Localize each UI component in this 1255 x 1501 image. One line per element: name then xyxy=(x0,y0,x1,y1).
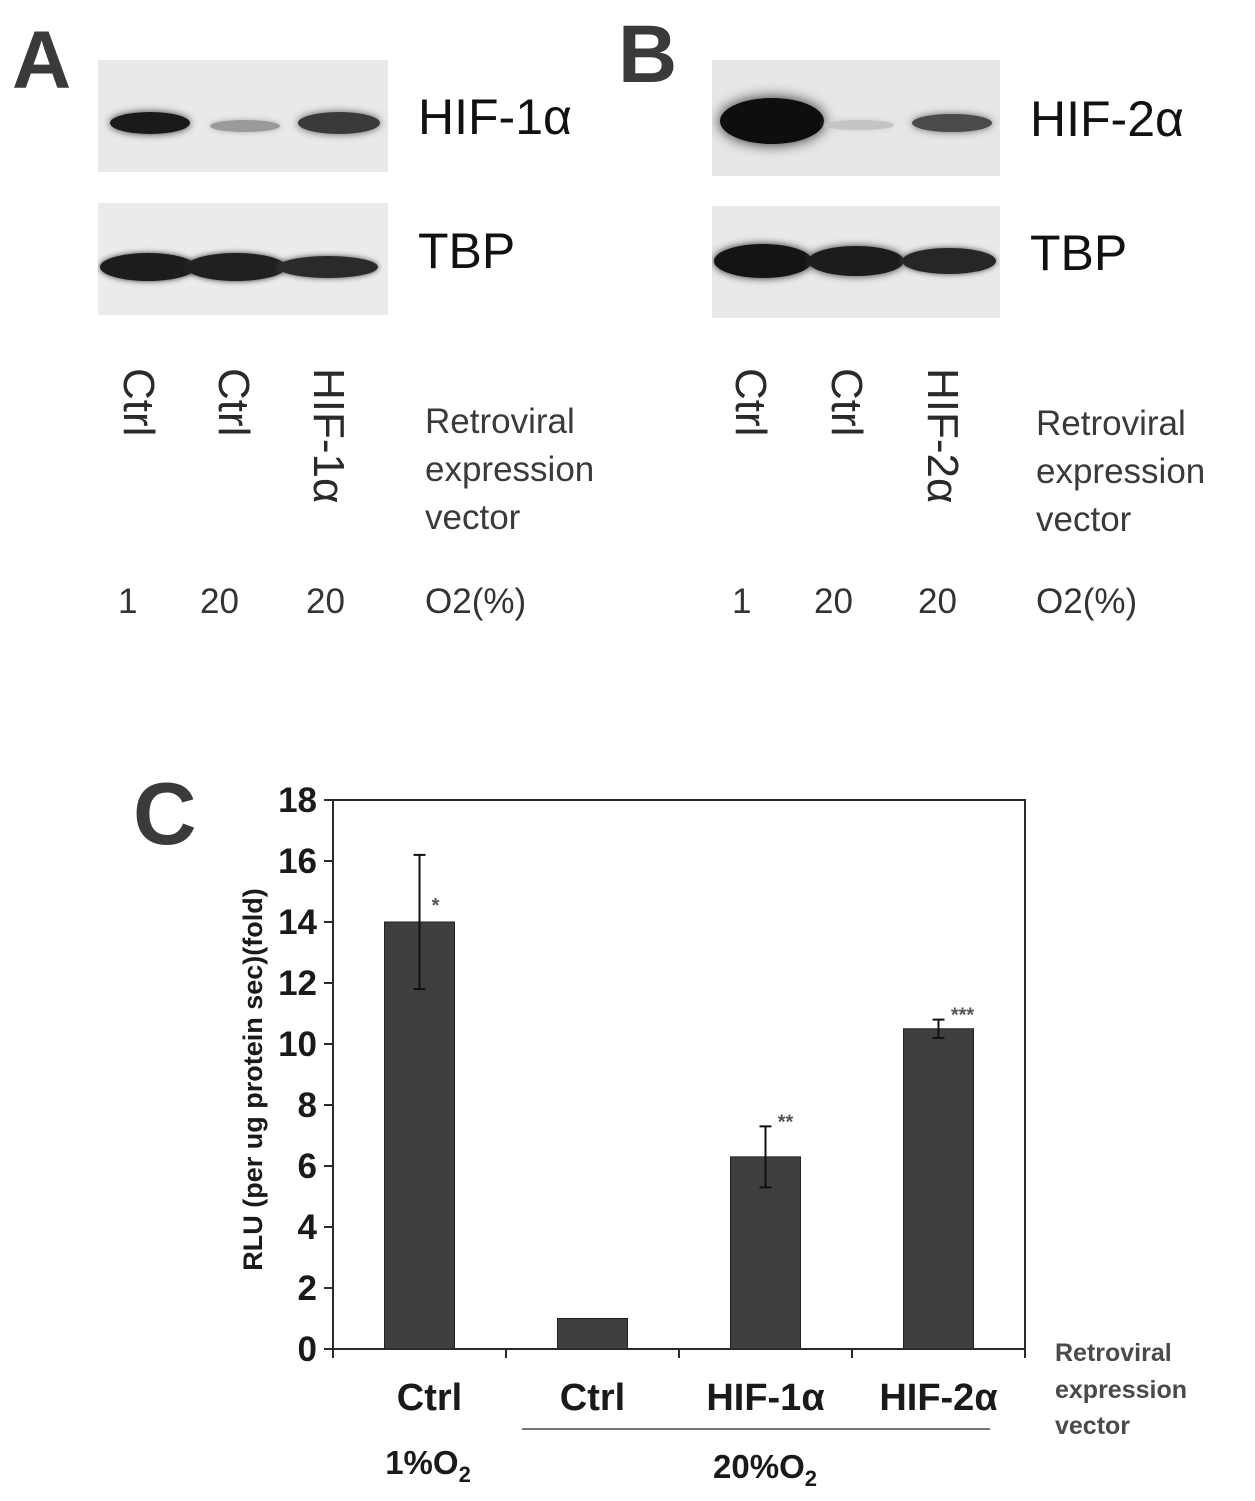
bar-1 xyxy=(557,1318,628,1350)
y-tick-label-3: 6 xyxy=(298,1147,317,1186)
vector-label-line-2: expression xyxy=(1055,1376,1187,1404)
band-a-tbp3 xyxy=(278,256,378,278)
category-label-0: Ctrl xyxy=(397,1377,462,1419)
group-label-1: 1%O2 xyxy=(385,1444,471,1487)
y-tick-label-1: 2 xyxy=(298,1269,317,1308)
band-a3 xyxy=(298,112,380,134)
band-b-tbp3 xyxy=(902,248,996,274)
panel-a-letter: A xyxy=(12,15,72,106)
y-axis-label: RLU (per ug protein sec)(fold) xyxy=(238,888,268,1270)
panel-b-bottom-label: TBP xyxy=(1030,225,1128,281)
panel-b-legend: Retroviral expression vector xyxy=(1036,400,1205,544)
panel-b-o2-3: 20 xyxy=(918,582,957,621)
panel-a-top-label: HIF-1α xyxy=(418,89,572,145)
group-label-2-base: 20%O xyxy=(713,1448,805,1485)
band-b3 xyxy=(912,114,992,132)
y-tick-label-7: 14 xyxy=(278,903,317,942)
panel-a-legend: Retroviral expression vector xyxy=(425,398,594,542)
panel-a-o2-3: 20 xyxy=(306,582,345,621)
band-a1 xyxy=(110,112,190,134)
panel-a-bottom-label: TBP xyxy=(418,223,516,279)
bar-2 xyxy=(730,1156,801,1350)
panel-c-letter: C xyxy=(133,764,197,863)
band-a-tbp2 xyxy=(186,253,286,281)
band-b-tbp2 xyxy=(808,246,904,276)
panel-a-legend-line-2: expression xyxy=(425,450,595,489)
panel-b-o2-label: O2(%) xyxy=(1036,582,1138,621)
band-b2 xyxy=(824,120,894,130)
band-b1 xyxy=(720,98,824,144)
y-tick-label-6: 12 xyxy=(278,964,317,1003)
bars: ****** xyxy=(384,853,975,1350)
group-label-2-sub: 2 xyxy=(805,1466,817,1491)
y-tick-label-9: 18 xyxy=(278,781,317,820)
vector-label-line-1: Retroviral xyxy=(1055,1339,1172,1367)
panel-b-legend-line-3: vector xyxy=(1036,500,1132,539)
panel-b-letter: B xyxy=(618,9,678,100)
category-label-1: Ctrl xyxy=(560,1377,625,1419)
category-label-2: HIF-1α xyxy=(706,1377,824,1419)
panel-a-tbp-blot xyxy=(98,203,388,315)
panel-b-legend-line-1: Retroviral xyxy=(1036,404,1186,443)
band-a2 xyxy=(210,120,280,132)
panel-b-o2-1: 1 xyxy=(732,582,752,621)
group-label-1-sub: 2 xyxy=(459,1462,471,1487)
vector-label-line-3: vector xyxy=(1055,1412,1130,1440)
y-tick-label-0: 0 xyxy=(298,1330,317,1369)
group-label-1-base: 1%O xyxy=(385,1444,458,1481)
panel-b-legend-line-2: expression xyxy=(1036,452,1206,491)
y-axis: 0 2 4 6 8 10 12 14 16 18 xyxy=(278,781,333,1369)
x-axis xyxy=(332,1349,1026,1358)
panel-b-top-label: HIF-2α xyxy=(1030,91,1184,147)
panel-a-o2-label: O2(%) xyxy=(425,582,527,621)
y-tick-label-5: 10 xyxy=(278,1025,317,1064)
panel-b-tbp-blot xyxy=(712,206,1000,318)
bar-3 xyxy=(903,1028,974,1350)
panel-a-o2-2: 20 xyxy=(200,582,239,621)
y-tick-label-4: 8 xyxy=(298,1086,317,1125)
significance-2: ** xyxy=(778,1111,794,1133)
category-label-3: HIF-2α xyxy=(879,1377,997,1419)
band-a-tbp1 xyxy=(100,253,196,281)
significance-0: * xyxy=(432,895,440,917)
significance-3: *** xyxy=(951,1005,975,1027)
y-tick-label-8: 16 xyxy=(278,842,317,881)
band-b-tbp1 xyxy=(714,244,812,278)
group-label-2: 20%O2 xyxy=(713,1448,817,1491)
category-labels: Ctrl Ctrl HIF-1α HIF-2α xyxy=(397,1377,998,1419)
panel-a-legend-line-1: Retroviral xyxy=(425,402,575,441)
panel-a-hif-blot xyxy=(98,60,388,172)
panel-a-o2-1: 1 xyxy=(118,582,138,621)
panel-a-legend-line-3: vector xyxy=(425,498,521,537)
y-tick-label-2: 4 xyxy=(298,1208,318,1247)
panel-b-o2-2: 20 xyxy=(814,582,853,621)
vector-label: Retroviral expression vector xyxy=(1055,1339,1187,1440)
panel-b-hif-blot xyxy=(712,60,1000,176)
